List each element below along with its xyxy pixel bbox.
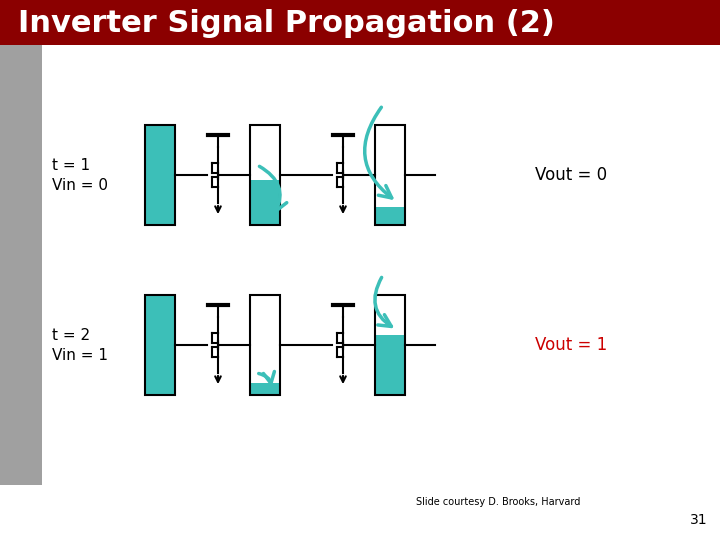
Text: Vout = 1: Vout = 1 <box>535 336 607 354</box>
Bar <box>375 125 405 225</box>
FancyArrowPatch shape <box>375 278 392 327</box>
Bar <box>250 295 280 395</box>
Bar <box>145 125 175 225</box>
Bar <box>145 295 175 395</box>
FancyArrowPatch shape <box>258 372 274 383</box>
Text: Vin = 0: Vin = 0 <box>52 178 108 192</box>
Bar <box>250 125 280 225</box>
Bar <box>0 45 42 485</box>
Bar <box>0 0 720 45</box>
Bar <box>250 180 280 225</box>
Text: Vin = 1: Vin = 1 <box>52 348 108 362</box>
Bar <box>145 125 175 225</box>
Text: Slide courtesy D. Brooks, Harvard: Slide courtesy D. Brooks, Harvard <box>415 497 580 507</box>
Bar <box>375 295 405 395</box>
Text: Vout = 0: Vout = 0 <box>535 166 607 184</box>
Text: t = 1: t = 1 <box>52 158 90 172</box>
Text: t = 2: t = 2 <box>52 327 90 342</box>
Bar <box>145 295 175 395</box>
FancyArrowPatch shape <box>364 107 392 198</box>
Text: 31: 31 <box>690 513 708 527</box>
Bar <box>375 207 405 225</box>
Text: Inverter Signal Propagation (2): Inverter Signal Propagation (2) <box>18 9 555 37</box>
Bar <box>250 383 280 395</box>
Bar <box>375 335 405 395</box>
FancyArrowPatch shape <box>259 166 287 211</box>
